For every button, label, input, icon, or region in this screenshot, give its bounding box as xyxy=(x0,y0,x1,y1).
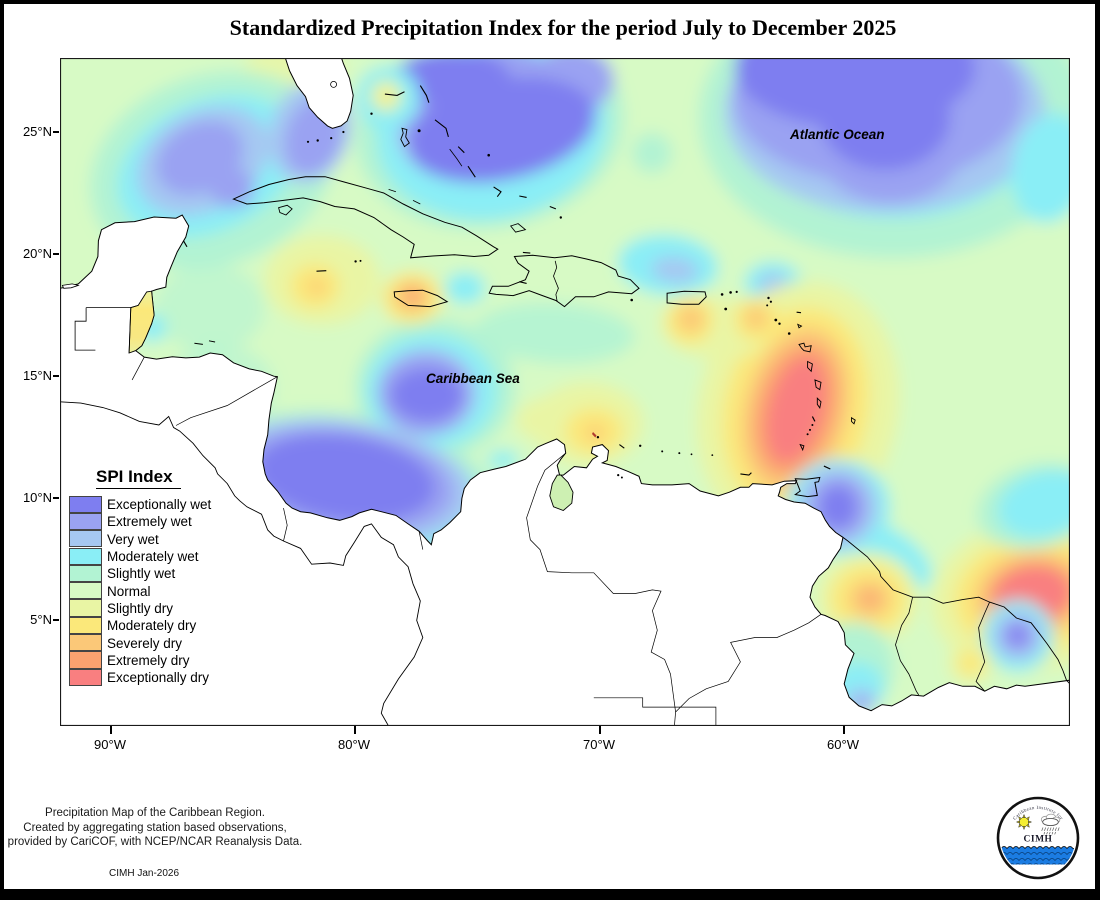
svg-text:Caribbean Sea: Caribbean Sea xyxy=(426,371,520,386)
svg-text:CIMH: CIMH xyxy=(1024,835,1053,845)
svg-text:Atlantic Ocean: Atlantic Ocean xyxy=(789,127,885,142)
